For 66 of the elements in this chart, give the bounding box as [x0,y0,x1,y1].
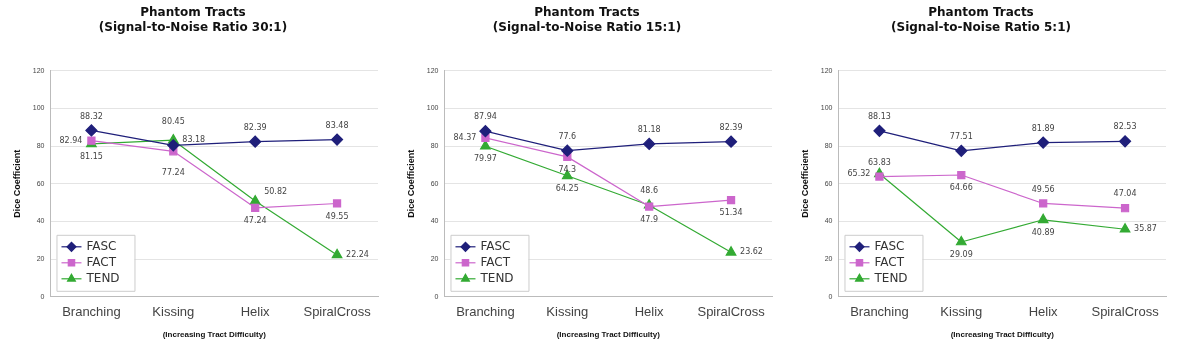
legend-label: FACT [480,254,511,269]
data-label: 49.55 [325,211,349,221]
data-label: 77.51 [949,131,973,141]
data-label: 49.56 [1031,184,1055,194]
data-label: 88.32 [79,111,103,121]
legend-label: TEND [479,270,514,285]
data-label: 83.18 [182,135,206,145]
data-label: 22.24 [346,249,369,259]
x-axis-title: (Increasing Tract Difficulty) [950,330,1055,340]
legend-label: FASC [480,238,511,253]
data-label: 82.39 [243,122,267,132]
data-label: 87.94 [473,112,497,122]
data-label: 50.82 [264,187,288,197]
chart-title: Phantom Tracts (Signal-to-Noise Ratio 15:1) [492,5,682,34]
chart-title: Phantom Tracts (Signal-to-Noise Ratio 5:1) [891,5,1071,34]
data-label: 51.34 [719,208,743,218]
x-tick-label: Kissing [546,304,589,320]
x-axis-title: (Increasing Tract Difficulty) [556,330,661,340]
y-axis-title: Dice Coefficient [11,149,22,218]
x-tick-label: Branching [62,304,121,320]
x-tick-label: Kissing [152,304,195,320]
data-label: 81.89 [1031,123,1055,133]
data-label: 23.62 [740,247,763,257]
data-label: 81.18 [637,124,661,134]
x-tick-label: Branching [456,304,515,320]
x-axis-title: (Increasing Tract Difficulty) [162,330,267,340]
data-label: 79.97 [473,154,497,164]
data-label: 80.45 [161,117,185,127]
data-label: 65.32 [847,168,871,178]
x-tick-label: Helix [634,304,665,320]
legend-label: TEND [85,270,120,285]
data-label: 47.24 [243,215,267,225]
x-tick-label: SpiralCross [303,304,372,320]
data-label: 48.6 [640,186,659,196]
x-tick-label: Helix [240,304,271,320]
x-tick-label: SpiralCross [697,304,766,320]
data-label: 47.9 [640,214,659,224]
legend-label: FASC [86,238,117,253]
data-label: 77.24 [161,168,185,178]
chart-title: Phantom Tracts (Signal-to-Noise Ratio 30:1) [98,5,288,34]
data-label: 82.39 [719,122,743,132]
data-label: 40.89 [1031,227,1055,237]
data-label: 63.83 [867,157,891,167]
legend-label: FASC [874,238,905,253]
x-tick-label: Kissing [940,304,983,320]
data-label: 47.04 [1113,189,1137,199]
legend-label: FACT [86,254,117,269]
data-label: 29.09 [949,250,973,260]
x-tick-label: SpiralCross [1091,304,1160,320]
data-label: 83.48 [325,120,349,130]
y-axis-title: Dice Coefficient [405,149,416,218]
x-tick-label: Branching [850,304,909,320]
data-label: 88.13 [867,111,891,121]
y-axis-title: Dice Coefficient [799,149,810,218]
data-label: 84.37 [453,132,477,142]
data-label: 77.6 [558,131,577,141]
data-label: 74.3 [558,164,577,174]
data-label: 81.15 [79,152,103,162]
legend-label: FACT [874,254,905,269]
x-tick-label: Helix [1028,304,1059,320]
data-label: 64.66 [949,183,973,193]
data-label: 82.53 [1113,122,1137,132]
data-label: 35.87 [1134,224,1157,234]
data-label: 64.25 [555,183,579,193]
legend-label: TEND [873,270,908,285]
data-label: 82.94 [59,135,83,145]
